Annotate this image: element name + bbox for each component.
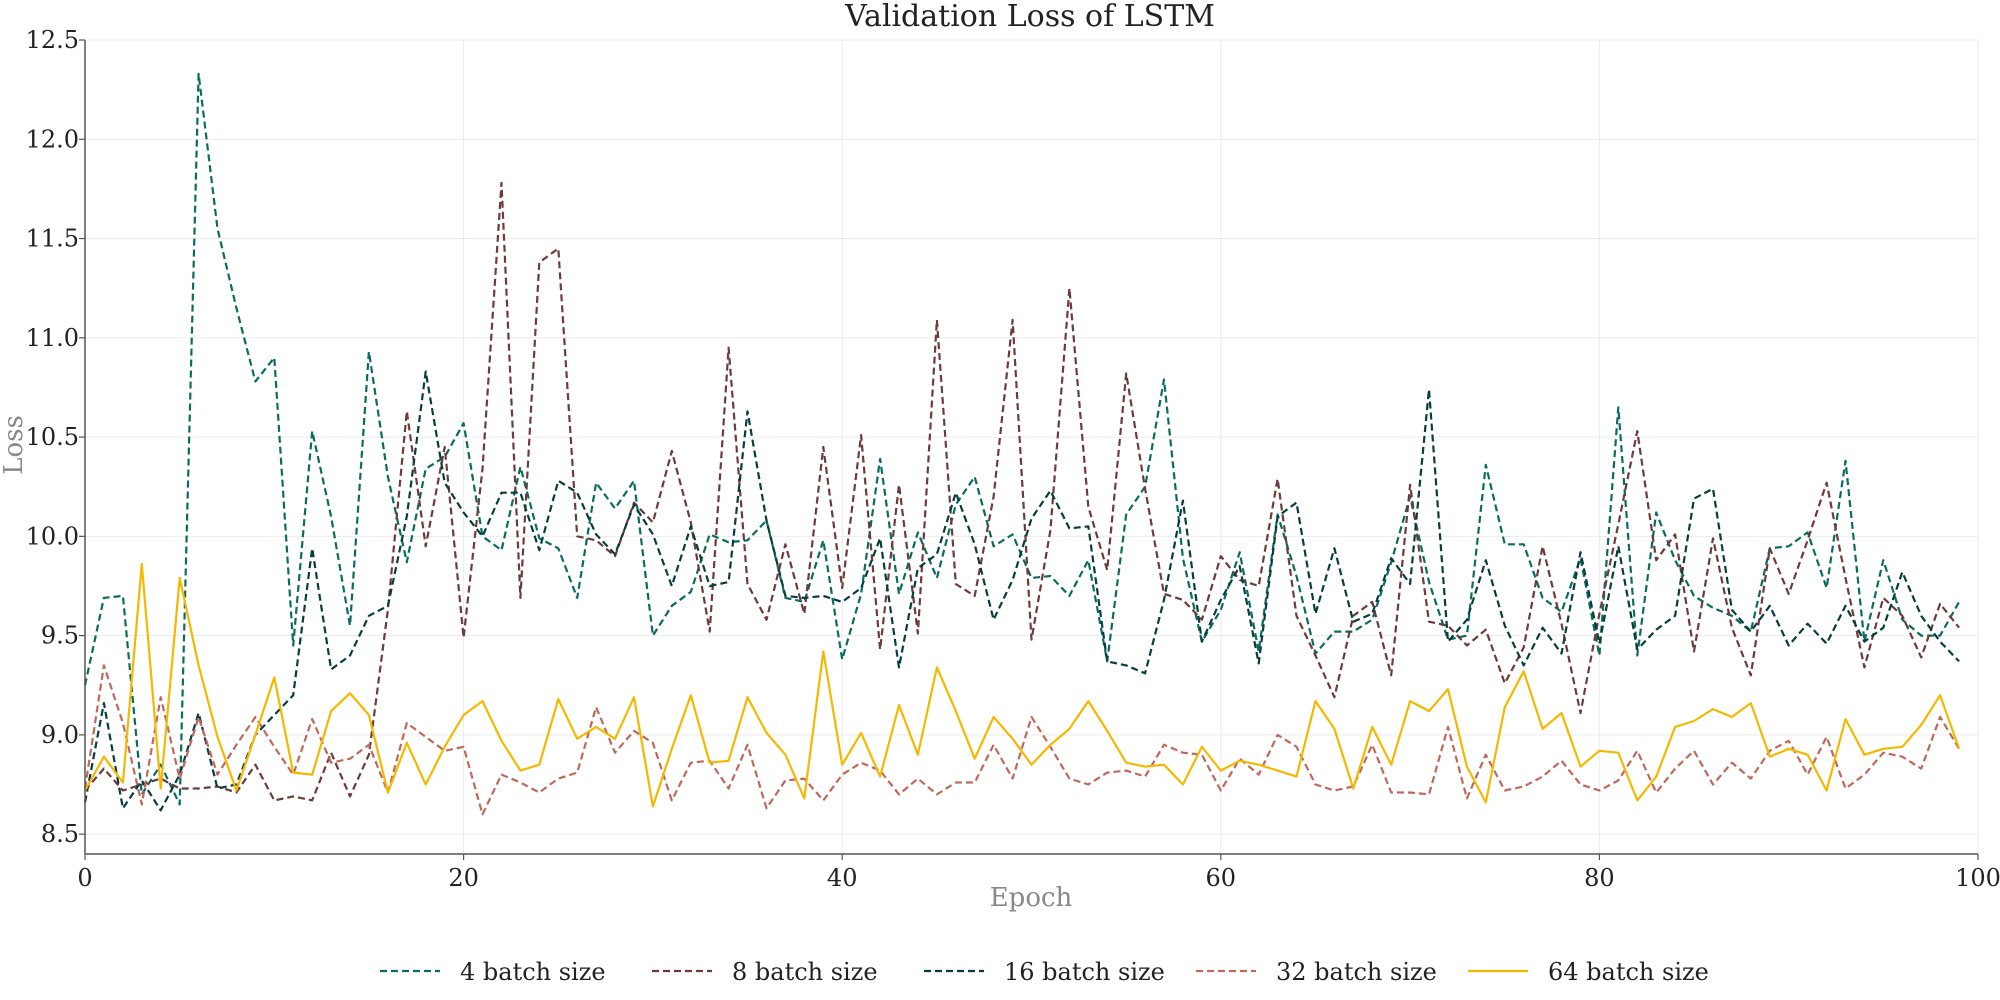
chart-title: Validation Loss of LSTM: [844, 0, 1215, 34]
y-tick-label: 10.0: [26, 522, 79, 550]
axes: [84, 40, 1978, 855]
x-tick-label: 60: [1206, 864, 1237, 892]
legend-label-4: 32 batch size: [1276, 958, 1437, 986]
y-tick-label: 9.5: [41, 622, 79, 650]
series-line-4: [83, 664, 1961, 816]
y-tick-label: 11.0: [26, 324, 79, 352]
x-tick-label: 0: [77, 864, 92, 892]
series-line-1: [83, 72, 1961, 806]
series-line-2: [84, 181, 1960, 802]
x-tick-label: 80: [1584, 864, 1615, 892]
x-tick-labels: 0 20 40 60 80 100: [77, 854, 2000, 892]
legend-label-1: 4 batch size: [460, 958, 606, 986]
x-axis-label: Epoch: [990, 883, 1073, 913]
y-axis-label: Loss: [0, 415, 29, 475]
y-tick-label: 8.5: [41, 820, 79, 848]
series-line-3: [83, 370, 1960, 812]
x-tick-label: 40: [827, 864, 858, 892]
y-tick-label: 12.0: [26, 125, 79, 153]
legend: 4 batch size 8 batch size 16 batch size 32 …: [380, 958, 1709, 986]
y-tick-label: 9.0: [41, 721, 79, 749]
legend-label-2: 8 batch size: [732, 958, 878, 986]
y-tick-label: 12.5: [26, 26, 79, 54]
legend-label-5: 64 batch size: [1548, 958, 1709, 986]
y-tick-label: 10.5: [26, 423, 79, 451]
y-tick-label: 11.5: [26, 225, 79, 253]
gridlines: [84, 39, 1979, 854]
x-tick-label: 100: [1955, 864, 2000, 892]
y-tick-labels: 8.5 9.0 9.5 10.0 10.5 11.0 11.5 12.0 12.5: [26, 26, 85, 848]
series-layer: [83, 72, 1961, 816]
series-line-5: [84, 562, 1961, 808]
x-tick-label: 20: [448, 864, 479, 892]
legend-label-3: 16 batch size: [1004, 958, 1165, 986]
